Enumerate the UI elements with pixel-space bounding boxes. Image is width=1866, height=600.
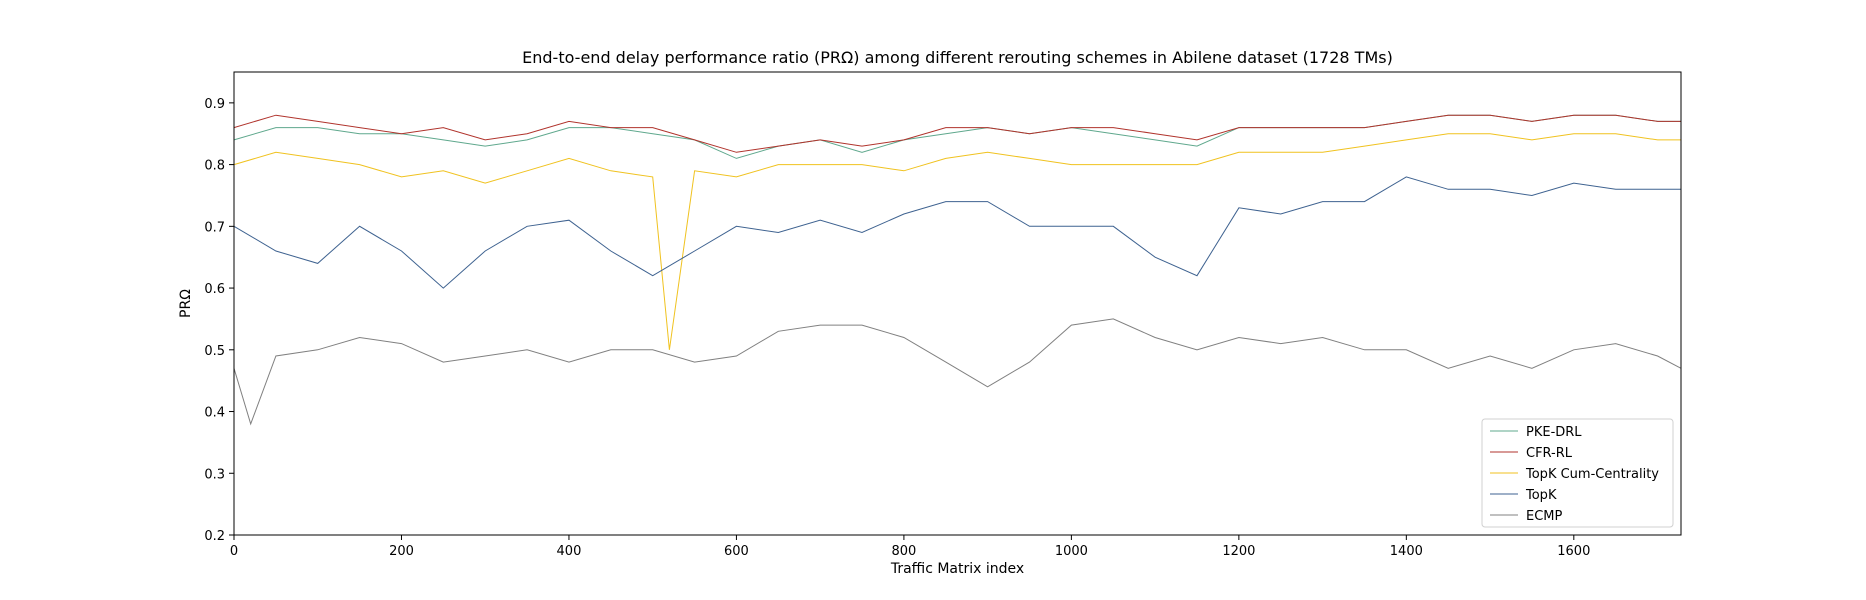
y-tick-label-7: 0.9 <box>204 97 225 112</box>
chart-title: End-to-end delay performance ratio (PRΩ)… <box>522 48 1393 67</box>
series-line-2 <box>233 133 1681 350</box>
x-tick-label-4: 800 <box>891 544 916 559</box>
series-line-3 <box>233 176 1681 289</box>
plot-area <box>233 114 1682 426</box>
y-tick-label-5: 0.7 <box>204 220 225 235</box>
y-tick-label-1: 0.3 <box>204 467 225 482</box>
legend-label-2: TopK Cum-Centrality <box>1525 467 1659 482</box>
x-tick-label-8: 1600 <box>1557 544 1590 559</box>
x-tick-label-1: 200 <box>389 544 414 559</box>
y-tick-label-3: 0.5 <box>204 344 225 359</box>
series-line-0 <box>233 114 1681 159</box>
plot-frame <box>233 71 1682 536</box>
series-line-4 <box>233 318 1682 426</box>
x-axis-label: Traffic Matrix index <box>890 561 1024 577</box>
legend-label-0: PKE-DRL <box>1526 425 1582 440</box>
legend-label-1: CFR-RL <box>1526 446 1573 461</box>
legend-label-3: TopK <box>1525 488 1557 503</box>
x-axis: 0 200 400 600 800 1000 1200 1400 1600 <box>230 535 1590 559</box>
y-tick-label-2: 0.4 <box>204 406 225 421</box>
x-tick-label-6: 1200 <box>1222 544 1255 559</box>
legend-label-4: ECMP <box>1526 509 1563 524</box>
y-tick-label-4: 0.6 <box>204 282 225 297</box>
x-tick-label-0: 0 <box>230 544 238 559</box>
x-tick-label-5: 1000 <box>1055 544 1088 559</box>
legend-box <box>1481 418 1674 528</box>
y-axis-label: PRΩ <box>178 289 194 318</box>
legend: PKE-DRL CFR-RL TopK Cum-Centrality TopK ECMP <box>1481 418 1674 528</box>
x-tick-label-3: 600 <box>724 544 749 559</box>
y-axis: 0.2 0.3 0.4 0.5 0.6 0.7 0.8 0.9 <box>204 97 234 544</box>
series-line-1 <box>233 114 1681 153</box>
y-tick-label-0: 0.2 <box>204 529 225 544</box>
x-tick-label-2: 400 <box>557 544 582 559</box>
x-tick-label-7: 1400 <box>1390 544 1423 559</box>
y-tick-label-6: 0.8 <box>204 159 225 174</box>
